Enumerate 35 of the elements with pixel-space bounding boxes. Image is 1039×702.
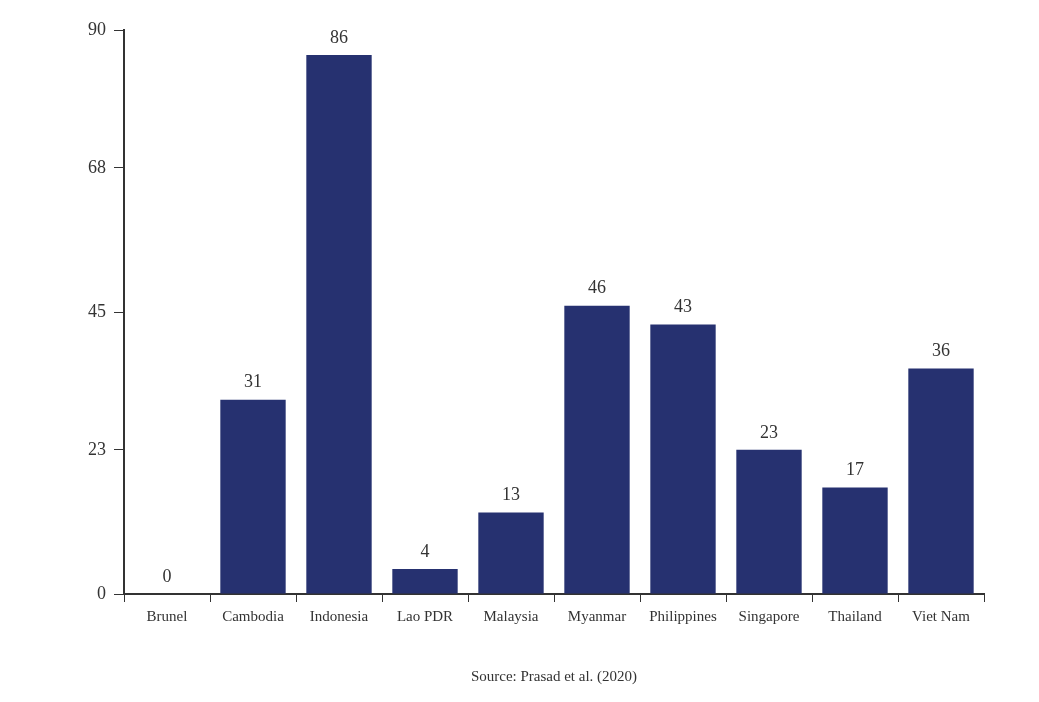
data-label: 17 [846,459,864,480]
bar [392,568,458,594]
x-tick-label: Thailand [828,607,883,624]
x-tick-label: Myanmar [567,607,627,624]
x-tick-label: Indonesia [309,607,369,624]
y-tick-label: 23 [88,438,106,459]
data-label: 36 [932,340,950,361]
bar [220,399,286,594]
data-label: 31 [244,371,262,392]
bar [736,449,802,594]
y-tick-label: 68 [88,156,106,177]
x-tick-label: Cambodia [222,607,285,624]
data-label: 23 [760,421,778,442]
x-tick-label: Viet Nam [912,607,971,624]
bar [650,324,716,594]
bar [306,55,372,594]
bar [822,487,888,594]
x-tick-label: Brunel [146,607,188,624]
y-tick-label: 0 [97,582,106,603]
data-label: 4 [420,540,430,561]
x-tick-label: Malaysia [483,607,539,624]
x-tick-label: Singapore [738,607,800,624]
x-tick-label: Lao PDR [396,607,454,624]
y-tick-label: 45 [88,300,106,321]
data-label: 46 [588,277,606,298]
data-label: 43 [674,296,692,317]
x-tick-label: Philippines [649,607,717,624]
data-label: 0 [162,565,172,586]
data-label: 13 [502,484,520,505]
y-tick-label: 90 [88,18,106,39]
source-note: Source: Prasad et al. (2020) [470,667,638,685]
bar [564,305,630,594]
bar [478,512,544,594]
data-label: 86 [330,26,348,47]
bar [908,368,974,594]
